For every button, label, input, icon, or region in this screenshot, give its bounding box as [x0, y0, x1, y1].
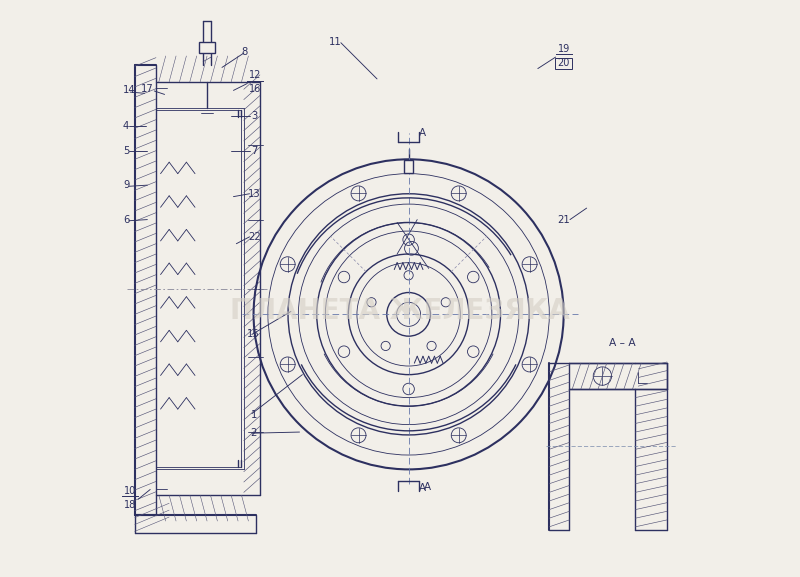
- Text: 8: 8: [242, 47, 248, 57]
- Text: 4: 4: [123, 121, 130, 131]
- Text: 1: 1: [250, 410, 257, 420]
- Text: ПЛАНЕТА ЖЕЛЕЗЯКА: ПЛАНЕТА ЖЕЛЕЗЯКА: [230, 298, 570, 325]
- Text: 6: 6: [123, 215, 130, 224]
- Text: 11: 11: [329, 36, 342, 47]
- Bar: [404, 160, 414, 173]
- Text: 10: 10: [124, 486, 136, 496]
- Text: 20: 20: [558, 58, 570, 68]
- Text: 16: 16: [249, 84, 262, 94]
- Text: 14: 14: [122, 85, 135, 95]
- Text: 13: 13: [248, 189, 261, 198]
- Text: 2: 2: [250, 428, 257, 438]
- Text: 7: 7: [251, 145, 258, 156]
- Text: A: A: [423, 482, 430, 492]
- Bar: [555, 58, 572, 69]
- Text: 15: 15: [247, 329, 260, 339]
- Text: 21: 21: [558, 215, 570, 224]
- Text: 17: 17: [141, 84, 154, 94]
- Text: 9: 9: [123, 180, 130, 190]
- Text: 22: 22: [248, 232, 261, 242]
- Text: 19: 19: [558, 44, 570, 54]
- Text: 5: 5: [123, 145, 130, 156]
- Bar: [199, 42, 215, 53]
- Text: 3: 3: [251, 111, 258, 121]
- Text: А – А: А – А: [609, 338, 636, 348]
- Text: А: А: [419, 483, 426, 493]
- Text: А: А: [419, 129, 426, 138]
- Text: 12: 12: [249, 70, 262, 80]
- Text: 18: 18: [124, 500, 136, 510]
